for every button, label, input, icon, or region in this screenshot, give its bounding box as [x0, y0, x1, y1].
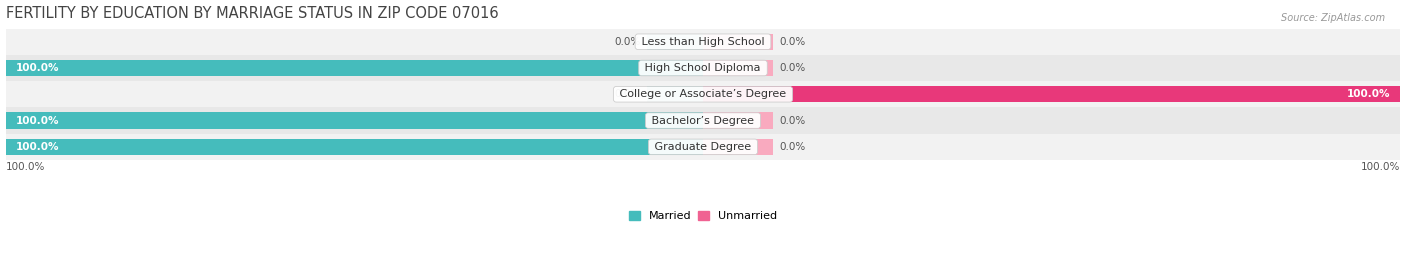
- Bar: [647, 34, 703, 50]
- Bar: [0, 55, 1406, 81]
- Bar: [0, 134, 1406, 160]
- Bar: [703, 34, 773, 50]
- Text: 100.0%: 100.0%: [6, 162, 45, 172]
- Text: 100.0%: 100.0%: [1361, 162, 1400, 172]
- Text: 0.0%: 0.0%: [614, 37, 640, 47]
- Text: 100.0%: 100.0%: [1347, 89, 1391, 99]
- Text: 0.0%: 0.0%: [614, 89, 640, 99]
- Bar: [0, 107, 1406, 134]
- Bar: [703, 60, 773, 76]
- Text: Bachelor’s Degree: Bachelor’s Degree: [648, 116, 758, 126]
- Bar: [0, 29, 1406, 55]
- Text: 0.0%: 0.0%: [780, 142, 806, 152]
- Text: 100.0%: 100.0%: [15, 63, 59, 73]
- Text: 0.0%: 0.0%: [780, 63, 806, 73]
- Text: College or Associate’s Degree: College or Associate’s Degree: [616, 89, 790, 99]
- Text: 0.0%: 0.0%: [780, 37, 806, 47]
- Text: 100.0%: 100.0%: [15, 142, 59, 152]
- Text: Less than High School: Less than High School: [638, 37, 768, 47]
- Bar: [6, 60, 703, 76]
- Bar: [0, 81, 1406, 107]
- Legend: Married, Unmarried: Married, Unmarried: [624, 206, 782, 225]
- Bar: [6, 112, 703, 129]
- Bar: [647, 86, 703, 102]
- Text: 100.0%: 100.0%: [15, 116, 59, 126]
- Text: 0.0%: 0.0%: [780, 116, 806, 126]
- Text: Graduate Degree: Graduate Degree: [651, 142, 755, 152]
- Bar: [6, 139, 703, 155]
- Bar: [703, 139, 773, 155]
- Bar: [703, 112, 773, 129]
- Text: Source: ZipAtlas.com: Source: ZipAtlas.com: [1281, 13, 1385, 23]
- Bar: [703, 86, 1400, 102]
- Text: High School Diploma: High School Diploma: [641, 63, 765, 73]
- Text: FERTILITY BY EDUCATION BY MARRIAGE STATUS IN ZIP CODE 07016: FERTILITY BY EDUCATION BY MARRIAGE STATU…: [6, 6, 498, 20]
